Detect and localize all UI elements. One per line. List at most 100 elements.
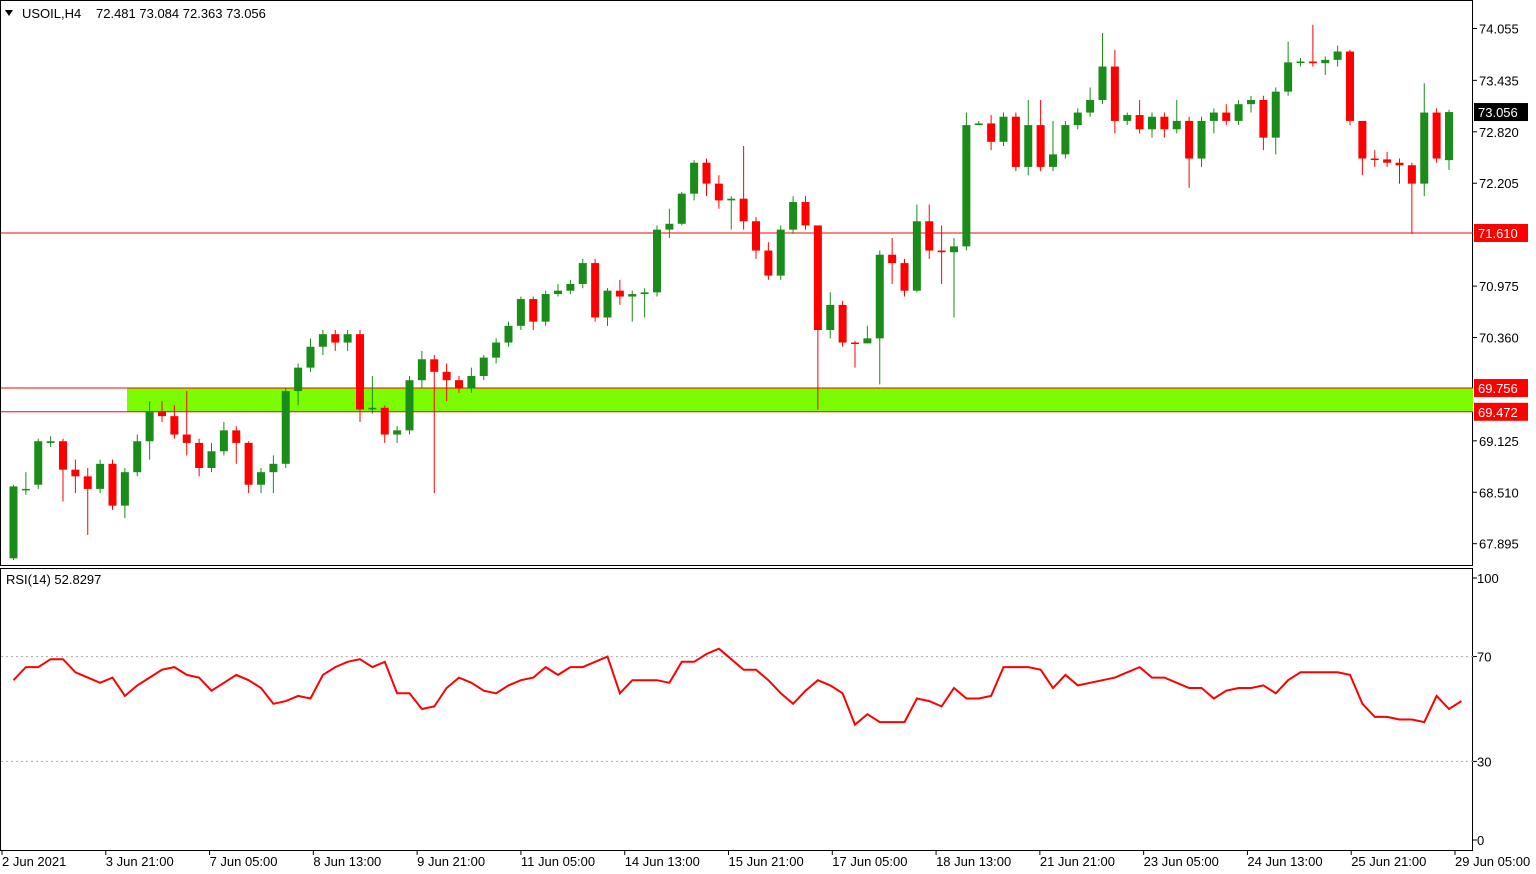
candle[interactable] bbox=[417, 350, 426, 389]
candle[interactable] bbox=[207, 442, 216, 473]
candle[interactable] bbox=[1172, 100, 1181, 134]
candle[interactable] bbox=[1123, 112, 1132, 126]
candle[interactable] bbox=[1086, 87, 1095, 117]
candle[interactable] bbox=[170, 405, 179, 439]
candle[interactable] bbox=[962, 112, 971, 251]
candle[interactable] bbox=[702, 158, 711, 197]
candle[interactable] bbox=[1271, 87, 1280, 155]
candle[interactable] bbox=[1420, 83, 1429, 197]
candle[interactable] bbox=[1445, 109, 1453, 171]
candle[interactable] bbox=[306, 338, 315, 372]
candle[interactable] bbox=[232, 426, 241, 464]
candle[interactable] bbox=[1308, 24, 1317, 67]
candle[interactable] bbox=[455, 376, 463, 393]
candle[interactable] bbox=[714, 175, 723, 209]
candle[interactable] bbox=[677, 192, 686, 226]
candle[interactable] bbox=[59, 438, 67, 502]
candle[interactable] bbox=[912, 204, 921, 293]
candle[interactable] bbox=[789, 196, 798, 234]
candle[interactable] bbox=[875, 250, 884, 385]
candle[interactable] bbox=[504, 321, 513, 347]
candle[interactable] bbox=[1383, 151, 1392, 167]
candle[interactable] bbox=[281, 388, 290, 468]
candle[interactable] bbox=[71, 459, 80, 494]
candle[interactable] bbox=[343, 330, 352, 351]
candle[interactable] bbox=[331, 330, 340, 351]
candle[interactable] bbox=[257, 468, 265, 494]
candle[interactable] bbox=[1395, 158, 1404, 184]
candle[interactable] bbox=[987, 115, 996, 151]
price-pane[interactable] bbox=[0, 0, 1473, 566]
candle[interactable] bbox=[628, 290, 637, 322]
candle[interactable] bbox=[269, 455, 278, 494]
candle[interactable] bbox=[195, 438, 204, 477]
candle[interactable] bbox=[937, 225, 946, 284]
candle[interactable] bbox=[182, 391, 191, 456]
candle[interactable] bbox=[665, 208, 674, 238]
candle[interactable] bbox=[615, 279, 624, 305]
candle[interactable] bbox=[21, 472, 30, 495]
candle[interactable] bbox=[1333, 45, 1342, 67]
candle[interactable] bbox=[393, 426, 402, 443]
candle[interactable] bbox=[974, 120, 983, 126]
candle[interactable] bbox=[380, 405, 389, 443]
candle[interactable] bbox=[591, 258, 600, 322]
candle[interactable] bbox=[96, 459, 105, 494]
candle[interactable] bbox=[108, 459, 117, 510]
candle[interactable] bbox=[541, 290, 550, 326]
candle[interactable] bbox=[430, 355, 439, 494]
candle[interactable] bbox=[653, 225, 661, 297]
candle[interactable] bbox=[318, 330, 327, 356]
candle[interactable] bbox=[1160, 112, 1169, 138]
candle[interactable] bbox=[1073, 108, 1082, 130]
support-zone[interactable] bbox=[127, 388, 1473, 412]
candle[interactable] bbox=[1407, 162, 1416, 234]
candle[interactable] bbox=[1234, 100, 1243, 126]
candle[interactable] bbox=[1098, 33, 1107, 105]
candle[interactable] bbox=[752, 217, 760, 259]
candle[interactable] bbox=[1296, 58, 1305, 67]
candle[interactable] bbox=[46, 436, 55, 448]
candle[interactable] bbox=[479, 355, 488, 381]
candle[interactable] bbox=[950, 238, 958, 318]
candle[interactable] bbox=[1024, 100, 1033, 176]
candle[interactable] bbox=[158, 401, 166, 422]
candle[interactable] bbox=[1222, 104, 1231, 126]
candle[interactable] bbox=[640, 288, 649, 318]
candle[interactable] bbox=[813, 225, 822, 410]
candle[interactable] bbox=[442, 363, 451, 402]
candle[interactable] bbox=[9, 484, 18, 560]
candle[interactable] bbox=[739, 146, 748, 230]
candle[interactable] bbox=[219, 422, 228, 456]
candle[interactable] bbox=[1185, 116, 1194, 188]
symbol-dropdown-icon[interactable] bbox=[5, 10, 13, 16]
candle[interactable] bbox=[1209, 108, 1218, 134]
candle[interactable] bbox=[764, 242, 773, 280]
candle[interactable] bbox=[356, 330, 364, 422]
candle[interactable] bbox=[900, 258, 909, 297]
candle[interactable] bbox=[1011, 112, 1020, 172]
candle[interactable] bbox=[145, 401, 154, 460]
candle[interactable] bbox=[133, 434, 142, 477]
candle[interactable] bbox=[368, 376, 377, 414]
candle[interactable] bbox=[1135, 100, 1144, 134]
candle[interactable] bbox=[467, 367, 476, 393]
candle[interactable] bbox=[492, 338, 501, 364]
candle[interactable] bbox=[603, 288, 612, 326]
candle[interactable] bbox=[1259, 95, 1268, 151]
candle[interactable] bbox=[690, 160, 699, 201]
candle[interactable] bbox=[1148, 112, 1156, 138]
candle[interactable] bbox=[801, 196, 810, 230]
candle[interactable] bbox=[566, 279, 575, 295]
candle[interactable] bbox=[1284, 41, 1293, 96]
candle[interactable] bbox=[727, 196, 736, 230]
candle[interactable] bbox=[529, 296, 538, 330]
candle[interactable] bbox=[999, 112, 1008, 146]
candle[interactable] bbox=[851, 340, 859, 368]
candle[interactable] bbox=[244, 441, 253, 494]
candle[interactable] bbox=[1061, 120, 1070, 159]
candle[interactable] bbox=[1110, 49, 1119, 134]
candle[interactable] bbox=[925, 204, 934, 259]
candle[interactable] bbox=[826, 292, 835, 339]
candle[interactable] bbox=[776, 225, 785, 280]
